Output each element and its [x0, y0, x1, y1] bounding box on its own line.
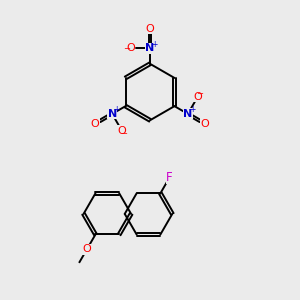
- Text: O: O: [82, 244, 91, 254]
- Text: O: O: [200, 119, 209, 129]
- Text: N: N: [183, 109, 193, 119]
- Text: O: O: [126, 44, 135, 53]
- Text: N: N: [107, 109, 117, 119]
- Text: −: −: [123, 44, 130, 53]
- Text: O: O: [193, 92, 202, 102]
- Text: +: +: [189, 105, 195, 114]
- Text: N: N: [146, 44, 154, 53]
- Text: O: O: [146, 24, 154, 34]
- Text: O: O: [118, 126, 126, 136]
- Text: O: O: [91, 119, 100, 129]
- Text: +: +: [113, 105, 119, 114]
- Text: +: +: [151, 40, 157, 49]
- Text: −: −: [196, 89, 203, 98]
- Text: −: −: [120, 130, 127, 139]
- Text: F: F: [166, 171, 173, 184]
